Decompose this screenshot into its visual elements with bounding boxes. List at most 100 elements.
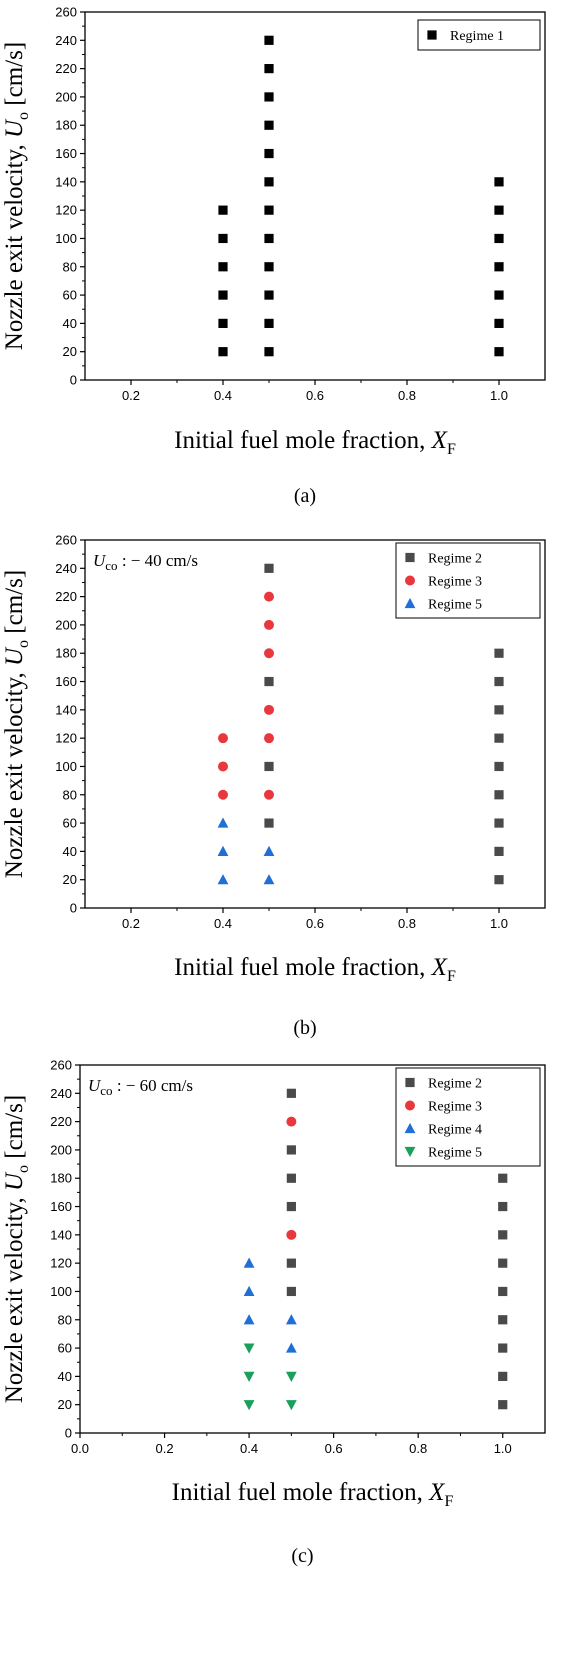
legend-label: Regime 2 [428, 552, 482, 567]
y-tick-label: 60 [58, 1341, 72, 1356]
data-point [264, 262, 274, 272]
y-tick-label: 40 [63, 844, 77, 859]
legend-marker [405, 1077, 415, 1088]
panel-caption: (c) [291, 1545, 313, 1567]
y-tick-label: 40 [63, 316, 77, 331]
data-point [218, 789, 228, 800]
y-tick-label: 60 [63, 816, 77, 831]
data-point [498, 1173, 508, 1183]
data-point [243, 1400, 255, 1411]
data-point [286, 1258, 296, 1268]
series-regime-1 [218, 35, 504, 357]
y-tick-label: 200 [55, 89, 77, 104]
data-point [243, 1371, 255, 1382]
y-tick-label: 220 [50, 1114, 72, 1129]
data-point [494, 262, 504, 272]
y-tick-label: 260 [55, 533, 77, 548]
data-point [285, 1400, 297, 1411]
data-point [264, 676, 274, 687]
legend-marker [404, 1146, 416, 1158]
x-axis-title: Initial fuel mole fraction, XF [174, 954, 456, 985]
data-point [218, 347, 228, 357]
y-tick-label: 160 [55, 674, 77, 689]
legend-label: Regime 5 [428, 598, 482, 613]
panel-caption: (b) [293, 1017, 316, 1039]
data-point [243, 1343, 255, 1354]
y-tick-label: 120 [55, 203, 77, 218]
data-point [498, 1286, 508, 1297]
data-point [494, 761, 504, 772]
chart-panel-2: 0.0 0.2 0.4 0.6 0.8 1.0 0 20 40 60 80 100 120 140 160 1… [1, 1058, 546, 1567]
y-tick-label: 40 [58, 1369, 72, 1384]
legend-label: Regime 5 [428, 1146, 482, 1161]
legend-label: Regime 3 [428, 1100, 482, 1115]
data-point [264, 733, 274, 744]
legend-label: Regime 3 [428, 575, 482, 590]
y-tick-label: 120 [50, 1256, 72, 1271]
data-point [218, 290, 228, 300]
y-tick-label: 180 [55, 118, 77, 133]
data-point [264, 648, 274, 659]
data-point [264, 591, 274, 602]
data-point [286, 1145, 296, 1155]
x-tick-label: 1.0 [490, 388, 508, 403]
y-tick-label: 140 [55, 174, 77, 189]
data-point [264, 177, 274, 187]
series-regime-2 [286, 1088, 508, 1410]
legend-marker [427, 30, 437, 40]
chart-panel-0: 0.2 0.4 0.6 0.8 1.0 0 20 40 60 80 100 120 140 160 180 2… [1, 5, 546, 507]
data-point [286, 1229, 297, 1240]
data-point [494, 846, 504, 856]
data-point [264, 290, 274, 300]
x-tick-label: 0.8 [398, 388, 416, 403]
x-tick-label: 0.0 [71, 1441, 89, 1456]
y-tick-label: 260 [55, 5, 77, 20]
data-point [264, 347, 274, 357]
y-tick-label: 100 [55, 231, 77, 246]
data-point [264, 64, 274, 74]
y-tick-label: 200 [55, 617, 77, 632]
legend-label: Regime 1 [450, 29, 504, 44]
x-tick-label: 0.4 [240, 1441, 258, 1456]
x-tick-label: 0.4 [214, 916, 232, 931]
y-tick-label: 240 [55, 561, 77, 576]
data-point [264, 818, 274, 828]
legend-marker [405, 575, 415, 586]
y-axis-title: Nozzle exit velocity, Uo [cm/s] [1, 570, 32, 878]
data-point [218, 318, 228, 328]
x-axis-title: Initial fuel mole fraction, XF [172, 1479, 454, 1510]
data-point [498, 1258, 508, 1268]
series-regime-2 [264, 563, 504, 885]
y-tick-label: 240 [50, 1086, 72, 1101]
data-point [494, 790, 504, 800]
data-point [498, 1230, 508, 1240]
data-point [263, 845, 275, 856]
y-tick-label: 140 [50, 1227, 72, 1242]
data-point [285, 1314, 297, 1325]
data-point [243, 1314, 255, 1325]
data-point [264, 789, 274, 800]
y-tick-label: 260 [50, 1058, 72, 1073]
x-tick-label: 0.8 [409, 1441, 427, 1456]
data-point [264, 148, 274, 159]
y-tick-label: 180 [55, 646, 77, 661]
y-tick-label: 100 [55, 759, 77, 774]
data-point [264, 619, 274, 630]
plot-frame [84, 11, 546, 381]
data-point [286, 1088, 296, 1098]
legend-marker [404, 1122, 416, 1134]
data-point [218, 205, 228, 215]
data-point [286, 1286, 296, 1297]
series-regime-5 [243, 1343, 297, 1411]
y-axis-title: Nozzle exit velocity, Uo [cm/s] [1, 1095, 32, 1403]
series-regime-3 [218, 591, 274, 800]
y-tick-label: 60 [63, 288, 77, 303]
data-point [286, 1201, 296, 1212]
data-point [285, 1371, 297, 1382]
data-point [285, 1342, 297, 1353]
data-point [494, 177, 504, 187]
legend-marker [405, 1100, 415, 1111]
data-point [264, 318, 274, 328]
x-tick-label: 0.4 [214, 388, 232, 403]
